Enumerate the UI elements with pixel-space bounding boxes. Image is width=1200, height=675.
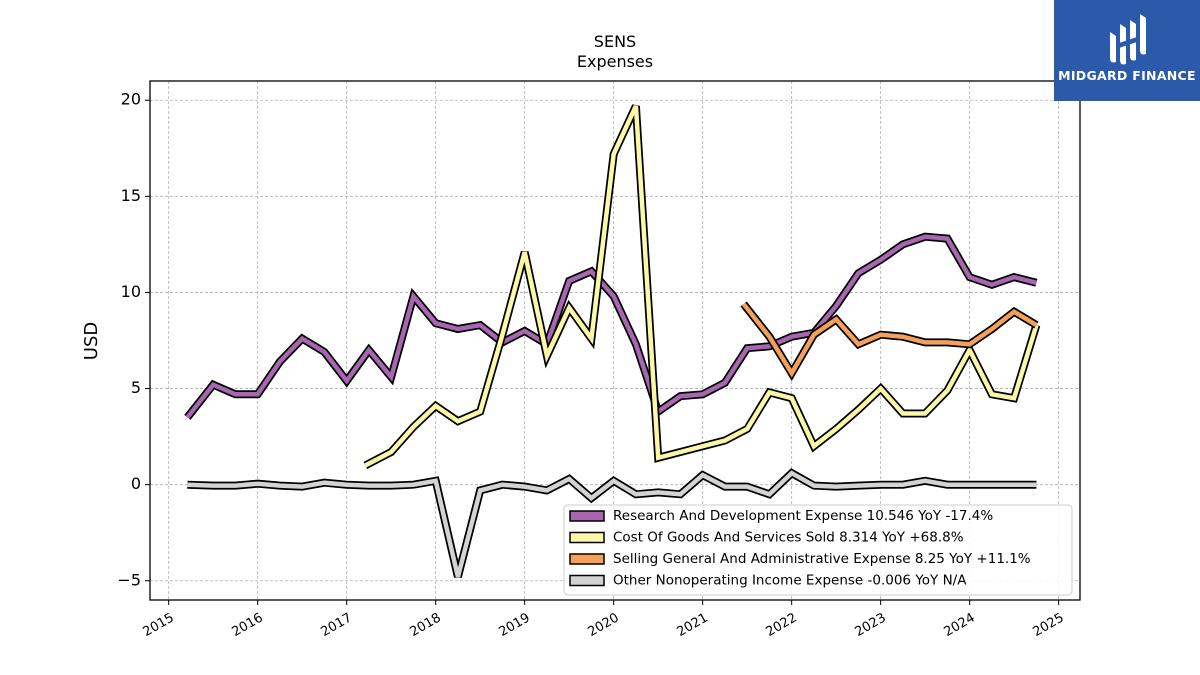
x-tick-label: 2025 bbox=[1030, 610, 1066, 640]
chart-title: SENS bbox=[594, 32, 636, 51]
midgard-logo-icon bbox=[1110, 14, 1146, 65]
series-line-3 bbox=[740, 301, 1039, 382]
legend-label: Other Nonoperating Income Expense -0.006… bbox=[613, 573, 967, 589]
x-axis-ticks: 2015 2016 2017 2018 2019 2020 2021 2022 2023 2024… bbox=[141, 600, 1067, 640]
legend-box bbox=[563, 504, 1073, 596]
y-tick-label: 15 bbox=[121, 186, 141, 205]
y-tick-label: 0 bbox=[131, 474, 141, 493]
x-tick-label: 2015 bbox=[141, 610, 177, 640]
x-tick-label: 2018 bbox=[408, 610, 444, 640]
series-line-1 bbox=[184, 232, 1038, 420]
legend-swatch bbox=[569, 531, 605, 544]
x-tick-label: 2017 bbox=[319, 610, 355, 640]
plot-frame bbox=[149, 80, 1081, 601]
x-tick-label: 2021 bbox=[675, 610, 711, 640]
y-axis-label: USD bbox=[81, 322, 102, 360]
legend-swatch bbox=[569, 553, 605, 565]
series-line-4 bbox=[187, 468, 1037, 578]
legend-item: Selling General And Administrative Expen… bbox=[569, 551, 1031, 567]
y-tick-label: 20 bbox=[121, 90, 141, 109]
x-tick-label: 2024 bbox=[941, 610, 977, 640]
legend-label: Selling General And Administrative Expen… bbox=[613, 551, 1031, 567]
y-tick-label: 10 bbox=[121, 282, 141, 301]
series-line-2 bbox=[363, 104, 1041, 469]
chart-subtitle: Expenses bbox=[577, 52, 653, 71]
legend-item: Research And Development Expense 10.546 … bbox=[569, 508, 993, 524]
x-tick-label: 2020 bbox=[586, 610, 622, 640]
legend-swatch bbox=[569, 510, 605, 522]
y-axis-ticks: −5 0 5 10 15 20 bbox=[117, 90, 150, 589]
x-tick-label: 2019 bbox=[497, 610, 533, 640]
x-tick-label: 2016 bbox=[230, 610, 266, 640]
x-tick-label: 2022 bbox=[763, 610, 799, 640]
y-tick-label: 5 bbox=[131, 378, 141, 397]
legend-item: Cost Of Goods And Services Sold 8.314 Yo… bbox=[569, 530, 964, 546]
legend-item: Other Nonoperating Income Expense -0.006… bbox=[569, 573, 967, 589]
x-tick-label: 2023 bbox=[852, 610, 888, 640]
midgard-finance-logo: MIDGARD FINANCE bbox=[1054, 0, 1200, 101]
series-lines bbox=[184, 104, 1041, 578]
legend: Research And Development Expense 10.546 … bbox=[563, 504, 1073, 596]
legend-swatch bbox=[569, 574, 605, 587]
y-tick-label: −5 bbox=[117, 570, 141, 589]
legend-label: Cost Of Goods And Services Sold 8.314 Yo… bbox=[613, 530, 964, 546]
logo-text: MIDGARD FINANCE bbox=[1058, 68, 1196, 83]
legend-label: Research And Development Expense 10.546 … bbox=[613, 508, 993, 524]
